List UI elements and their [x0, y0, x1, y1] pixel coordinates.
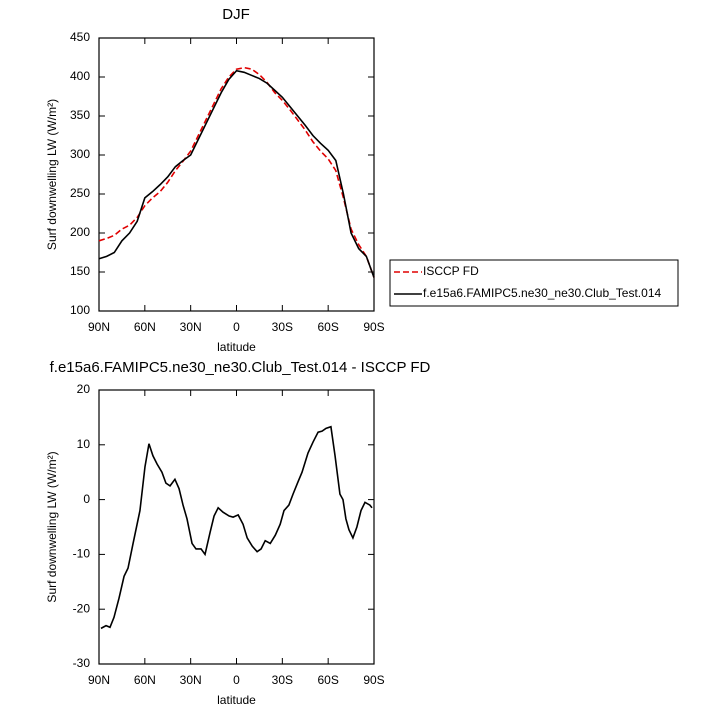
- chart-title: DJF: [222, 6, 250, 23]
- y-tick-label: 10: [77, 437, 91, 451]
- y-tick-label: 400: [70, 69, 90, 83]
- x-tick-label: 90S: [363, 320, 384, 334]
- y-tick-label: 450: [70, 30, 90, 44]
- x-tick-label: 90S: [363, 673, 384, 687]
- y-tick-label: -30: [73, 656, 91, 670]
- x-tick-label: 0: [233, 673, 240, 687]
- x-tick-label: 0: [233, 320, 240, 334]
- x-tick-label: 60S: [317, 320, 338, 334]
- y-tick-label: -10: [73, 547, 91, 561]
- y-tick-label: 100: [70, 303, 90, 317]
- x-axis-label: latitude: [217, 340, 256, 354]
- x-tick-label: 30S: [272, 673, 293, 687]
- x-tick-label: 90N: [88, 320, 110, 334]
- y-axis-label: Surf downwelling LW (W/m²): [45, 451, 59, 602]
- chart-title: f.e15a6.FAMIPC5.ne30_ne30.Club_Test.014 …: [50, 359, 431, 376]
- data-line: [98, 66, 375, 278]
- x-tick-label: 60S: [317, 673, 338, 687]
- plot-frame: [98, 37, 375, 312]
- x-tick-label: 30N: [180, 320, 202, 334]
- y-axis-label: Surf downwelling LW (W/m²): [45, 99, 59, 250]
- data-line: [100, 425, 373, 630]
- x-tick-label: 60N: [134, 320, 156, 334]
- y-tick-label: 20: [77, 382, 91, 396]
- legend-label: ISCCP FD: [423, 264, 479, 278]
- y-tick-label: 0: [83, 492, 90, 506]
- y-tick-label: -20: [73, 601, 91, 615]
- x-tick-label: 60N: [134, 673, 156, 687]
- y-tick-label: 350: [70, 108, 90, 122]
- data-line: [98, 69, 375, 278]
- plot-frame: [98, 389, 375, 665]
- x-tick-label: 30N: [180, 673, 202, 687]
- legend-box: [389, 259, 679, 307]
- x-tick-label: 90N: [88, 673, 110, 687]
- y-tick-label: 150: [70, 264, 90, 278]
- legend-label: f.e15a6.FAMIPC5.ne30_ne30.Club_Test.014: [423, 286, 661, 300]
- x-axis-label: latitude: [217, 693, 256, 707]
- x-tick-label: 30S: [272, 320, 293, 334]
- y-tick-label: 300: [70, 147, 90, 161]
- y-tick-label: 250: [70, 186, 90, 200]
- y-tick-label: 200: [70, 225, 90, 239]
